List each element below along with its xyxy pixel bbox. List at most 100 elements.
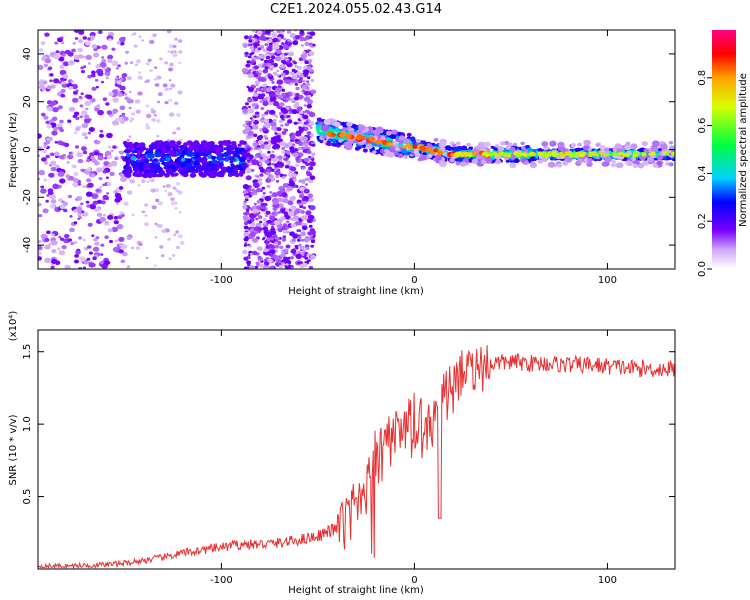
spectrogram-cell xyxy=(286,160,291,164)
spectrogram-cell xyxy=(253,202,257,206)
spectrogram-cell xyxy=(253,133,258,137)
spectrogram-cell xyxy=(322,135,327,139)
spectrogram-cell xyxy=(251,237,259,243)
spectrogram-cell xyxy=(58,236,62,239)
spectrogram-cell xyxy=(66,161,70,164)
spectrogram-cell xyxy=(210,164,218,171)
spectrogram-cell xyxy=(652,140,660,147)
spectrogram-cell xyxy=(178,50,183,54)
spectrogram-cell xyxy=(116,80,123,85)
spectrogram-cell xyxy=(312,43,316,47)
spectrogram-cell xyxy=(75,89,79,92)
spectrogram-cell xyxy=(668,141,674,145)
spectrogram-cell xyxy=(175,245,180,250)
spectrogram-cell xyxy=(298,110,304,115)
spectrogram-cell xyxy=(202,147,209,152)
spectrogram-cell xyxy=(599,151,604,155)
spectrogram-cell xyxy=(273,37,279,43)
spectrogram-cell xyxy=(108,38,112,42)
spectrogram-cell xyxy=(365,144,371,149)
spectrogram-cell xyxy=(298,209,303,213)
spectrogram-cell xyxy=(259,45,265,49)
spectrogram-cell xyxy=(509,146,516,151)
spectrogram-cell xyxy=(80,92,84,95)
spectrogram-cell xyxy=(264,159,270,164)
spectrogram-cell xyxy=(246,260,252,265)
spectrogram-cell xyxy=(78,30,85,35)
spectrogram-cell xyxy=(100,261,104,265)
spectrogram-cell xyxy=(111,47,116,51)
spectrogram-cell xyxy=(38,251,42,256)
spectrogram-cell xyxy=(250,119,255,123)
spectrogram-cell xyxy=(291,74,298,80)
spectrogram-cell xyxy=(262,48,265,51)
spectrogram-cell xyxy=(40,79,44,82)
spectrogram-cell xyxy=(239,156,247,163)
spectrogram-cell xyxy=(295,157,300,161)
spectrogram-cell xyxy=(175,181,181,186)
spectrogram-cell xyxy=(45,154,50,159)
spectrogram-cell xyxy=(252,250,258,256)
spectrogram-cell xyxy=(513,142,518,147)
spectrogram-cell xyxy=(57,123,63,128)
spectrogram-cell xyxy=(318,121,323,125)
spectrogram-cell xyxy=(124,96,129,101)
spectrogram-cell xyxy=(89,32,96,37)
spectrogram-cell xyxy=(299,245,305,250)
spectrogram-cell xyxy=(326,131,332,137)
spectrogram-cell xyxy=(50,166,57,172)
spectrogram-cell xyxy=(62,245,66,249)
spectrogram-cell xyxy=(126,153,130,157)
spectrogram-cell xyxy=(43,63,49,68)
spectrogram-cell xyxy=(264,43,269,47)
spectrogram-cell xyxy=(255,217,259,221)
spectrogram-cell xyxy=(130,117,135,121)
spectrogram-ticks: -100 0 100 -40 -20 0 20 40 xyxy=(22,30,675,286)
spectrogram-cell xyxy=(267,150,271,154)
spectrogram-cell xyxy=(113,220,119,225)
spectrogram-cell xyxy=(69,215,73,218)
spectrogram-cell xyxy=(248,39,253,43)
spectrogram-cell xyxy=(412,144,418,149)
snr-plot-area xyxy=(38,345,675,569)
spectrogram-cell xyxy=(433,138,439,142)
spectrogram-cell xyxy=(243,237,249,242)
spectrogram-cell xyxy=(59,155,65,160)
spectrogram-cell xyxy=(292,178,297,182)
spectrogram-cell xyxy=(593,152,598,157)
spectrogram-cell xyxy=(48,243,52,246)
spectrogram-cell xyxy=(521,146,526,150)
spectrogram-cell xyxy=(409,153,414,157)
spectrogram-cell xyxy=(86,94,93,100)
spectrogram-cell xyxy=(497,146,505,152)
spectrogram-cell xyxy=(172,53,178,58)
spectrogram-cell xyxy=(272,62,278,68)
spectrogram-cell xyxy=(155,198,160,203)
spectrogram-cell xyxy=(260,93,264,97)
spectrogram-cell xyxy=(60,93,66,98)
spectrogram-cell xyxy=(253,42,259,47)
colorbar-ticks: 0.0 0.2 0.4 0.6 0.8 xyxy=(697,70,712,277)
spectrogram-cell xyxy=(633,153,638,158)
spectrogram-cell xyxy=(253,156,258,160)
spectrogram-cell xyxy=(95,188,101,193)
spectrogram-cell xyxy=(49,194,57,200)
spectrogram-cell xyxy=(77,54,84,59)
spectrogram-cell xyxy=(49,79,53,83)
spectrogram-cell xyxy=(80,168,85,172)
spectrogram-cell xyxy=(105,76,110,80)
spectrogram-cell xyxy=(67,238,73,242)
spectrogram-cell xyxy=(264,195,272,202)
spectrogram-cell xyxy=(202,159,208,164)
spectrogram-cell xyxy=(75,59,80,63)
spectrogram-cell xyxy=(104,71,111,77)
spectrogram-cell xyxy=(86,245,92,249)
snr-x-label: Height of straight line (km) xyxy=(288,585,424,596)
spectrogram-cell xyxy=(275,179,280,183)
spectrogram-cell xyxy=(248,105,251,109)
spectrogram-cell xyxy=(55,50,60,54)
snr-x-tick-label: 100 xyxy=(598,575,617,586)
spectrogram-cell xyxy=(179,169,186,175)
spectrogram-cell xyxy=(281,262,285,265)
spectrogram-cell xyxy=(522,152,528,156)
